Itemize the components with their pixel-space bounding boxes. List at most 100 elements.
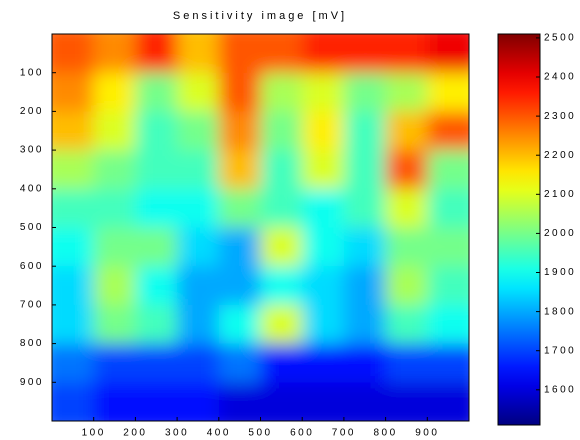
heatmap-cell [52, 150, 95, 190]
heatmap-cell [218, 304, 261, 345]
heatmap-cell [427, 72, 469, 112]
heatmap-cell [343, 188, 387, 228]
y-tick-label: 500 [20, 222, 44, 233]
heatmap-cell [177, 343, 220, 383]
heatmap-cell [260, 72, 303, 112]
heatmap-cell [343, 72, 387, 112]
heatmap-cell [93, 304, 136, 345]
heatmap-cell [385, 188, 428, 228]
x-tick-label: 400 [207, 428, 231, 439]
heatmap-cell [343, 382, 387, 421]
heatmap-cell [385, 266, 428, 306]
heatmap-cell [260, 304, 303, 345]
heatmap-cell [177, 150, 220, 190]
heatmap-cell [302, 343, 345, 383]
heatmap-cell [385, 382, 428, 421]
heatmap-cell [52, 266, 95, 306]
heatmap-cell [135, 304, 178, 345]
y-tick-label: 900 [20, 377, 44, 388]
heatmap-cell [260, 227, 303, 267]
heatmap-cell [93, 34, 136, 74]
colorbar-tick-label: 2400 [544, 72, 576, 83]
heatmap-cell [302, 111, 345, 151]
heatmap-cell [260, 34, 303, 74]
heatmap-cell [177, 34, 220, 74]
heatmap-cell [135, 111, 178, 151]
y-tick-label: 300 [20, 145, 44, 156]
heatmap-cell [135, 227, 178, 267]
colorbar-tick-label: 2500 [544, 33, 576, 44]
heatmap-cell [135, 72, 178, 112]
x-tick-label: 900 [415, 428, 439, 439]
heatmap-cell [385, 304, 428, 345]
heatmap-cell [177, 227, 220, 267]
heatmap-cell [385, 72, 428, 112]
heatmap-cell [385, 150, 428, 190]
heatmap-cell [260, 188, 303, 228]
colorbar-tick-label: 2100 [544, 189, 576, 200]
colorbar-tick-label: 2300 [544, 111, 576, 122]
heatmap-cell [427, 343, 469, 383]
heatmap-cell [218, 188, 261, 228]
heatmap-cell [177, 111, 220, 151]
x-tick-label: 600 [290, 428, 314, 439]
heatmap-cell [135, 382, 178, 421]
heatmap-cell [135, 34, 178, 74]
heatmap-cell [260, 111, 303, 151]
heatmap-cell [343, 111, 387, 151]
heatmap-cell [218, 111, 261, 151]
heatmap-cell [177, 382, 220, 421]
heatmap-cell [52, 227, 95, 267]
colorbar-tick-label: 2000 [544, 228, 576, 239]
heatmap-cell [343, 227, 387, 267]
heatmap-cell [260, 266, 303, 306]
heatmap-cell [52, 343, 95, 383]
heatmap-cell [218, 72, 261, 112]
heatmap-cell [52, 382, 95, 421]
heatmap [52, 34, 469, 421]
heatmap-cell [52, 111, 95, 151]
y-tick-label: 100 [20, 67, 44, 78]
heatmap-cell [302, 34, 345, 74]
heatmap-cell [52, 304, 95, 345]
heatmap-cell [427, 382, 469, 421]
x-tick-label: 200 [123, 428, 147, 439]
heatmap-cell [302, 382, 345, 421]
heatmap-cell [93, 343, 136, 383]
colorbar-tick-label: 1600 [544, 384, 576, 395]
heatmap-cell [302, 150, 345, 190]
heatmap-cell [343, 304, 387, 345]
heatmap-cell [218, 382, 261, 421]
x-tick-label: 300 [165, 428, 189, 439]
heatmap-cell [93, 150, 136, 190]
heatmap-cell [177, 304, 220, 345]
heatmap-cell [302, 188, 345, 228]
heatmap-cell [177, 266, 220, 306]
colorbar-tick-label: 2200 [544, 150, 576, 161]
heatmap-cell [427, 227, 469, 267]
heatmap-cell [260, 150, 303, 190]
heatmap-cell [343, 150, 387, 190]
heatmap-cell [218, 150, 261, 190]
heatmap-cell [302, 72, 345, 112]
heatmap-cell [385, 227, 428, 267]
y-tick-label: 400 [20, 183, 44, 194]
y-tick-label: 600 [20, 261, 44, 272]
y-tick-label: 700 [20, 300, 44, 311]
x-tick-label: 700 [332, 428, 356, 439]
colorbar [497, 33, 541, 426]
heatmap-cell [343, 343, 387, 383]
heatmap-cell [260, 382, 303, 421]
heatmap-cell [52, 188, 95, 228]
heatmap-cell [218, 227, 261, 267]
y-tick-label: 200 [20, 106, 44, 117]
heatmap-cell [177, 188, 220, 228]
x-tick-label: 100 [82, 428, 106, 439]
heatmap-cell [427, 266, 469, 306]
heatmap-cell [218, 343, 261, 383]
heatmap-cell [52, 72, 95, 112]
colorbar-tick-label: 1700 [544, 345, 576, 356]
heatmap-cell [260, 343, 303, 383]
heatmap-cell [135, 150, 178, 190]
heatmap-cell [93, 227, 136, 267]
